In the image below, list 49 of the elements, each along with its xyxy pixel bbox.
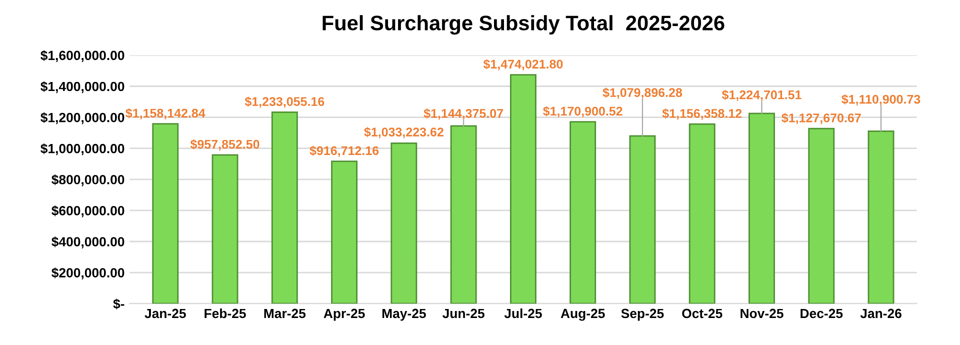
x-tick-label: Mar-25 <box>264 308 306 318</box>
bar <box>570 121 596 304</box>
data-label: $1,079,896.28 <box>602 88 682 99</box>
bar <box>868 130 894 304</box>
bar <box>510 74 536 304</box>
data-label: $1,110,900.73 <box>842 94 920 106</box>
y-tick-label: $1,200,000.00 <box>40 112 124 124</box>
bar <box>688 123 716 304</box>
bar <box>450 125 477 304</box>
x-tick-label: Apr-25 <box>324 308 365 321</box>
bar <box>808 128 835 304</box>
bar <box>212 154 238 304</box>
data-label: $1,224,701.51 <box>722 90 802 102</box>
data-label: $1,170,900.52 <box>543 106 622 118</box>
data-label: $916,712.16 <box>310 146 379 157</box>
x-tick-label: Dec-25 <box>800 308 843 318</box>
x-tick-label: Feb-25 <box>204 308 246 318</box>
x-tick-label: Sep-25 <box>621 308 664 321</box>
data-label: $1,158,142.84 <box>126 108 206 120</box>
x-tick-label: Jan-26 <box>860 308 902 318</box>
y-tick-label: $1,000,000.00 <box>40 143 124 156</box>
y-tick-label: $- <box>113 298 124 310</box>
bar <box>152 123 179 304</box>
data-label: $1,233,055.16 <box>244 96 324 108</box>
bar <box>331 160 358 304</box>
data-label: $1,144,375.07 <box>424 108 503 120</box>
x-tick-label: Aug-25 <box>560 308 605 321</box>
bar <box>390 142 418 304</box>
x-tick-label: Nov-25 <box>740 308 784 318</box>
x-tick-label: Jun-25 <box>442 308 484 318</box>
y-tick-label: $800,000.00 <box>52 174 124 186</box>
y-tick-label: $1,600,000.00 <box>40 50 124 62</box>
x-tick-label: Jan-25 <box>144 308 186 318</box>
data-label: $1,156,358.12 <box>662 108 742 120</box>
data-label: $957,852.50 <box>190 139 260 151</box>
chart-title: Fuel Surcharge Subsidy Total 2025-2026 <box>322 15 724 35</box>
x-tick-label: Jul-25 <box>504 308 542 318</box>
bar <box>748 112 775 304</box>
data-label: $1,474,021.80 <box>483 59 563 70</box>
bar <box>629 135 656 304</box>
data-label: $1,033,223.62 <box>364 127 444 138</box>
y-tick-label: $400,000.00 <box>52 236 124 248</box>
y-tick-label: $600,000.00 <box>52 205 124 218</box>
bar <box>271 111 298 304</box>
x-tick-label: May-25 <box>382 308 426 321</box>
y-tick-label: $1,400,000.00 <box>40 81 124 94</box>
data-label: $1,127,670.67 <box>782 112 861 124</box>
x-tick-label: Oct-25 <box>682 308 722 318</box>
y-tick-label: $200,000.00 <box>52 268 124 280</box>
